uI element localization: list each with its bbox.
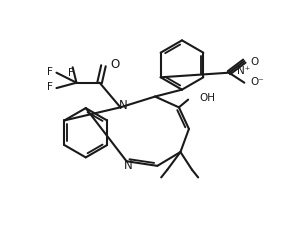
Text: N: N [124, 159, 132, 172]
Text: O⁻: O⁻ [251, 77, 264, 87]
Text: F: F [47, 67, 53, 77]
Text: N⁺: N⁺ [237, 66, 250, 76]
Text: N: N [119, 99, 128, 112]
Text: O: O [251, 57, 259, 67]
Text: F: F [68, 68, 74, 78]
Text: O: O [110, 59, 119, 72]
Text: F: F [47, 82, 53, 92]
Text: OH: OH [199, 93, 215, 103]
